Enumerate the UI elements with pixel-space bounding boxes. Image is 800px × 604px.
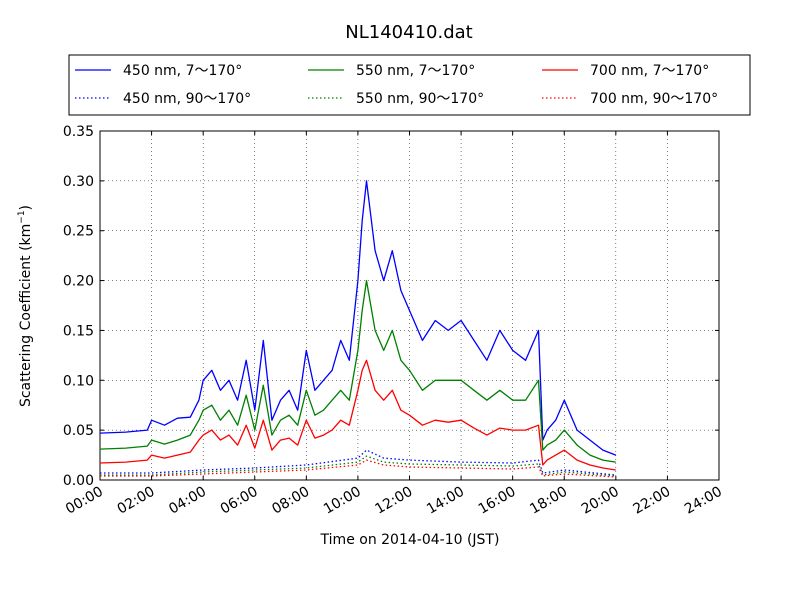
ticks-layer: 00:00 02:00 04:00 06:00 08:00 10:00 12:00 14:00… — [63, 124, 725, 518]
y-tick-label: 0.25 — [63, 224, 94, 240]
series-line-4 — [100, 449, 616, 476]
x-tick-label: 10:00 — [321, 484, 364, 518]
series-line-6 — [100, 459, 616, 478]
series-line-3 — [99, 359, 616, 471]
y-axis-label-superscript: −1 — [17, 210, 27, 223]
x-tick-label: 16:00 — [476, 484, 519, 518]
series-layer — [99, 180, 617, 478]
y-tick-label: 0.30 — [63, 174, 94, 190]
x-axis-label: Time on 2014-04-10 (JST) — [320, 532, 500, 548]
y-axis-label: Scattering Coefficient (km−1) — [17, 205, 34, 407]
legend-label: 450 nm, 7～170° — [123, 63, 242, 79]
y-axis-label-main: Scattering Coefficient (km — [18, 224, 34, 407]
y-axis-label-end: ) — [18, 205, 34, 210]
x-tick-label: 12:00 — [373, 484, 416, 518]
x-tick-label: 18:00 — [527, 484, 570, 518]
x-tick-label: 14:00 — [424, 484, 467, 518]
legend-frame — [68, 54, 751, 116]
legend-label: 450 nm, 90～170° — [123, 91, 251, 107]
legend-label: 550 nm, 90～170° — [356, 91, 484, 107]
x-tick-label: 02:00 — [115, 484, 158, 518]
series-line-1 — [99, 180, 617, 456]
legend-label: 700 nm, 7～170° — [590, 63, 709, 79]
x-tick-label: 24:00 — [682, 484, 725, 518]
x-tick-label: 04:00 — [166, 484, 209, 518]
legend-label: 700 nm, 90～170° — [590, 91, 718, 107]
series-line-5 — [100, 455, 616, 477]
x-tick-label: 06:00 — [218, 484, 261, 518]
grid-layer — [100, 131, 719, 480]
legend: 450 nm, 7～170° 550 nm, 7～170° 700 nm, 7～17… — [68, 54, 751, 116]
y-tick-label: 0.15 — [63, 323, 94, 339]
y-tick-label: 0.35 — [63, 124, 94, 140]
x-tick-label: 08:00 — [269, 484, 312, 518]
x-tick-label: 20:00 — [579, 484, 622, 518]
y-tick-label: 0.05 — [63, 423, 94, 439]
legend-label: 550 nm, 7～170° — [356, 63, 475, 79]
series-line-2 — [99, 279, 616, 463]
y-tick-label: 0.20 — [63, 274, 94, 290]
y-tick-label: 0.00 — [63, 473, 94, 489]
y-tick-label: 0.10 — [63, 373, 94, 389]
x-tick-label: 22:00 — [630, 484, 673, 518]
chart-title: NL140410.dat — [345, 22, 472, 43]
